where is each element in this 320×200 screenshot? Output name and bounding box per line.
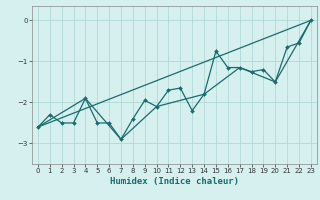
X-axis label: Humidex (Indice chaleur): Humidex (Indice chaleur) xyxy=(110,177,239,186)
